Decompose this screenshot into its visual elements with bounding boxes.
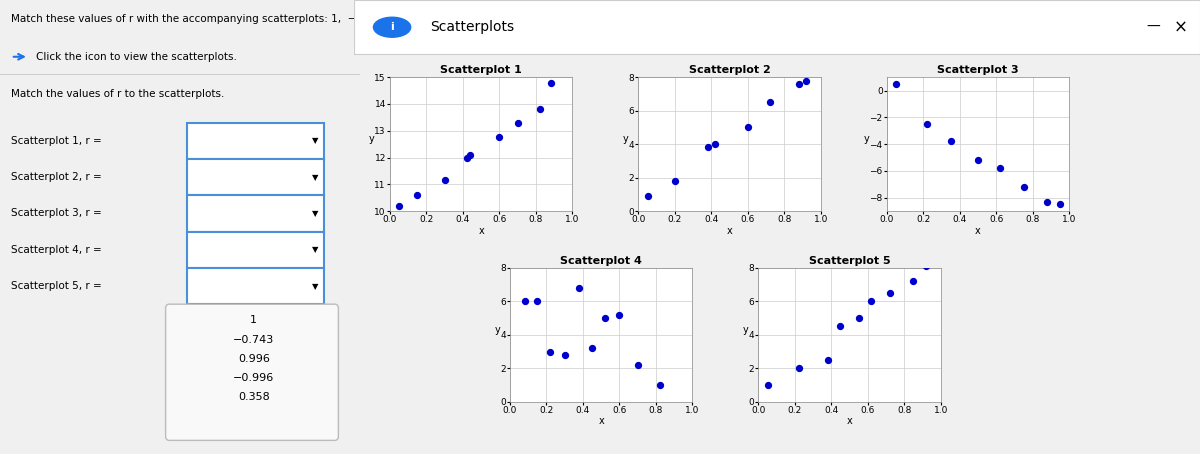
Point	[408, 192, 427, 199]
Y-axis label: y: y	[623, 134, 629, 144]
Point	[887, 80, 906, 88]
Point	[990, 165, 1009, 172]
Point	[556, 351, 575, 359]
Text: Match these values of r with the accompanying scatterplots: 1,  −0.996,  −0.743,: Match these values of r with the accompa…	[11, 14, 533, 24]
Point	[582, 345, 601, 352]
Point	[508, 119, 527, 126]
Point	[797, 77, 816, 84]
Text: 0.358: 0.358	[238, 392, 270, 402]
Title: Scatterplot 2: Scatterplot 2	[689, 65, 770, 75]
Text: Scatterplot 4, r =: Scatterplot 4, r =	[11, 245, 102, 255]
Point	[904, 277, 923, 285]
Point	[880, 289, 899, 296]
Point	[610, 311, 629, 318]
X-axis label: x: x	[727, 226, 732, 236]
Text: ▼: ▼	[312, 245, 318, 254]
Point	[638, 192, 658, 200]
Point	[665, 178, 684, 185]
FancyBboxPatch shape	[187, 232, 324, 268]
Point	[595, 315, 614, 322]
Text: Scatterplot 2, r =: Scatterplot 2, r =	[11, 172, 102, 182]
Text: ▼: ▼	[312, 173, 318, 182]
Title: Scatterplot 4: Scatterplot 4	[560, 256, 642, 266]
Point	[862, 298, 881, 305]
FancyBboxPatch shape	[166, 304, 338, 440]
Point	[1050, 201, 1069, 208]
Point	[540, 348, 559, 355]
X-axis label: x: x	[847, 416, 852, 426]
Y-axis label: y: y	[743, 325, 749, 335]
Text: —: —	[1146, 20, 1160, 34]
Point	[941, 138, 960, 145]
Y-axis label: y: y	[494, 325, 500, 335]
Point	[917, 262, 936, 270]
Y-axis label: y: y	[368, 134, 374, 144]
Text: 0.996: 0.996	[238, 354, 270, 364]
Circle shape	[373, 17, 410, 37]
Text: 1: 1	[251, 315, 257, 325]
Point	[436, 177, 455, 184]
Text: ▼: ▼	[312, 136, 318, 145]
Point	[490, 134, 509, 141]
Title: Scatterplot 1: Scatterplot 1	[440, 65, 522, 75]
Text: Scatterplot 5, r =: Scatterplot 5, r =	[11, 281, 102, 291]
Title: Scatterplot 5: Scatterplot 5	[809, 256, 890, 266]
Text: −0.743: −0.743	[233, 335, 275, 345]
Point	[790, 80, 809, 88]
Title: Scatterplot 3: Scatterplot 3	[937, 65, 1019, 75]
FancyBboxPatch shape	[187, 195, 324, 232]
Point	[461, 151, 480, 158]
Point	[1014, 183, 1033, 191]
Bar	[0, 74, 360, 75]
Point	[850, 315, 869, 322]
Text: ▼: ▼	[312, 281, 318, 291]
Point	[457, 154, 476, 161]
Point	[788, 365, 808, 372]
Point	[628, 361, 647, 369]
Text: Scatterplots: Scatterplots	[430, 20, 515, 34]
Text: Scatterplot 3, r =: Scatterplot 3, r =	[11, 208, 102, 218]
Point	[1038, 198, 1057, 205]
Text: i: i	[390, 22, 394, 32]
FancyBboxPatch shape	[187, 159, 324, 195]
Text: Click the icon to view the scatterplots.: Click the icon to view the scatterplots.	[36, 52, 236, 62]
X-axis label: x: x	[976, 226, 980, 236]
Text: −0.996: −0.996	[233, 373, 275, 383]
Point	[830, 323, 850, 330]
Text: ×: ×	[1174, 18, 1188, 36]
Point	[706, 140, 725, 148]
Point	[698, 144, 718, 151]
X-axis label: x: x	[479, 226, 484, 236]
Point	[738, 124, 757, 131]
X-axis label: x: x	[599, 416, 604, 426]
Point	[541, 79, 560, 86]
FancyBboxPatch shape	[187, 123, 324, 159]
Text: Match the values of r to the scatterplots.: Match the values of r to the scatterplot…	[11, 89, 224, 99]
FancyBboxPatch shape	[187, 268, 324, 304]
Point	[530, 106, 550, 113]
Point	[570, 284, 589, 291]
Point	[917, 120, 936, 128]
Point	[968, 157, 988, 164]
Point	[528, 298, 547, 305]
Point	[515, 298, 534, 305]
Point	[818, 356, 838, 364]
Point	[390, 202, 409, 209]
Text: ▼: ▼	[312, 209, 318, 218]
Point	[758, 381, 778, 389]
Text: Scatterplot 1, r =: Scatterplot 1, r =	[11, 136, 102, 146]
Point	[760, 99, 779, 106]
Bar	[354, 0, 1200, 54]
Y-axis label: y: y	[864, 134, 870, 144]
Point	[650, 381, 670, 389]
